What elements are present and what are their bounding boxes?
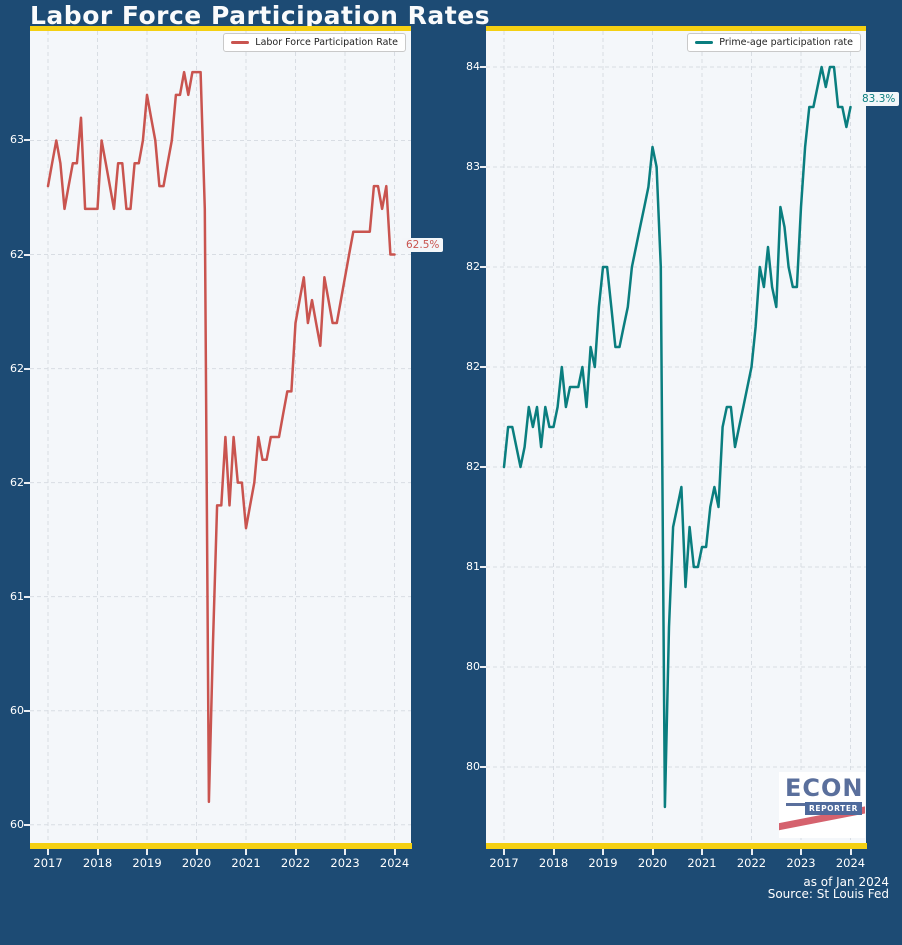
y-tick-label: 62 — [10, 247, 24, 261]
page-title: Labor Force Participation Rates — [30, 1, 491, 30]
source-credit: Source: St Louis Fed — [767, 887, 889, 901]
econ-reporter-logo: ECON REPORTER — [779, 772, 865, 838]
y-tick-mark — [480, 266, 486, 268]
logo-reporter-badge: REPORTER — [804, 802, 862, 815]
x-tick-label: 2023 — [330, 856, 360, 870]
x-tick-mark — [245, 849, 248, 855]
data-line — [502, 65, 852, 809]
x-tick-mark — [47, 849, 50, 855]
x-tick-mark — [651, 849, 654, 855]
y-tick-mark — [24, 595, 30, 598]
x-tick-label: 2022 — [280, 856, 311, 870]
chart-canvas — [486, 31, 866, 843]
plot-area — [30, 31, 411, 843]
legend: Labor Force Participation Rate — [223, 33, 406, 52]
y-tick-label: 62 — [10, 361, 24, 375]
x-tick-label: 2024 — [835, 856, 866, 870]
legend-label: Prime-age participation rate — [719, 37, 853, 48]
x-tick-mark — [750, 849, 753, 855]
x-tick-mark — [96, 849, 99, 855]
y-tick-label: 62 — [10, 475, 24, 489]
chart-bottom-accent-bar — [486, 843, 867, 849]
y-tick-label: 60 — [10, 817, 24, 831]
x-tick-label: 2018 — [82, 856, 113, 870]
x-tick-label: 2021 — [231, 856, 261, 870]
x-tick-label: 2018 — [538, 856, 569, 870]
x-tick-mark — [294, 849, 297, 855]
legend-line-swatch — [695, 41, 714, 44]
footer: as of Jan 2024 Source: St Louis Fed — [768, 876, 889, 900]
x-tick-mark — [602, 849, 604, 855]
y-tick-mark — [24, 823, 30, 826]
chart-labor-force-participation: Labor Force Participation Rate 62.5% 201… — [10, 26, 444, 870]
x-tick-mark — [503, 849, 506, 855]
as-of-date: as of Jan 2024 — [803, 875, 889, 889]
y-tick-label: 61 — [10, 589, 24, 603]
y-tick-label: 80 — [466, 760, 480, 773]
x-tick-label: 2022 — [736, 856, 767, 870]
y-tick-mark — [24, 253, 30, 256]
last-value-annotation: 62.5% — [402, 238, 444, 252]
y-tick-mark — [480, 666, 486, 668]
y-tick-label: 80 — [466, 660, 480, 673]
y-tick-mark — [24, 481, 30, 484]
chart-bottom-accent-bar — [30, 843, 412, 849]
y-tick-label: 82 — [466, 360, 480, 373]
y-tick-mark — [24, 139, 30, 142]
plot-area — [486, 31, 866, 843]
y-tick-mark — [480, 566, 486, 568]
legend: Prime-age participation rate — [687, 33, 861, 52]
data-line — [46, 70, 396, 804]
y-tick-label: 81 — [466, 560, 480, 573]
x-tick-mark — [552, 849, 555, 855]
y-tick-mark — [480, 766, 486, 768]
x-tick-mark — [195, 849, 198, 855]
x-tick-mark — [344, 849, 347, 855]
x-tick-mark — [146, 849, 149, 855]
y-tick-label: 60 — [10, 703, 24, 717]
chart-canvas — [30, 31, 411, 843]
y-tick-label: 63 — [10, 133, 24, 147]
x-tick-label: 2017 — [489, 856, 519, 870]
y-tick-mark — [480, 66, 486, 68]
x-tick-label: 2020 — [181, 856, 212, 870]
legend-line-swatch — [231, 41, 250, 44]
y-tick-label: 84 — [466, 60, 480, 73]
x-tick-mark — [849, 849, 852, 855]
chart-top-accent-bar — [30, 26, 411, 31]
x-tick-label: 2017 — [33, 856, 63, 870]
chart-top-accent-bar — [486, 26, 866, 31]
y-tick-mark — [24, 709, 30, 712]
y-tick-mark — [480, 466, 486, 468]
x-tick-label: 2019 — [588, 856, 618, 870]
y-tick-label: 82 — [466, 460, 480, 473]
x-tick-label: 2020 — [637, 856, 668, 870]
y-tick-label: 83 — [466, 160, 480, 173]
x-tick-label: 2023 — [786, 856, 816, 870]
y-tick-mark — [480, 166, 486, 168]
x-tick-mark — [701, 849, 703, 855]
y-tick-mark — [480, 366, 486, 368]
x-tick-label: 2021 — [687, 856, 717, 870]
x-tick-mark — [393, 849, 396, 855]
y-tick-mark — [24, 367, 30, 370]
chart-prime-age-participation: Prime-age participation rate 83.3% ECON … — [466, 26, 900, 870]
x-tick-mark — [800, 849, 802, 855]
logo-econ-text: ECON — [785, 774, 864, 802]
x-tick-label: 2024 — [379, 856, 410, 870]
last-value-annotation: 83.3% — [858, 92, 900, 106]
legend-label: Labor Force Participation Rate — [255, 37, 398, 48]
y-tick-label: 82 — [466, 260, 480, 273]
x-tick-label: 2019 — [132, 856, 162, 870]
